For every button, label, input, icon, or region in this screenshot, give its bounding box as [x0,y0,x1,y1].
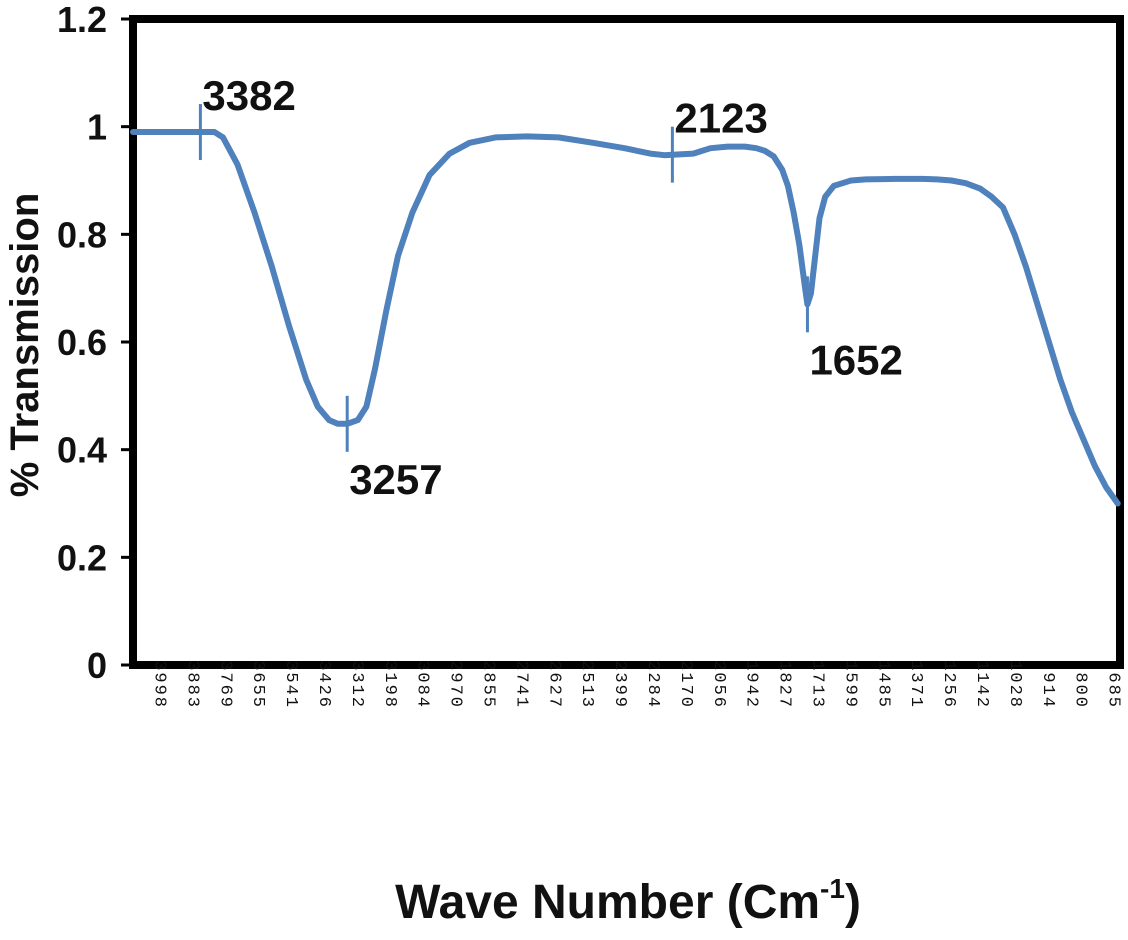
x-tick-label: 1371 [906,660,925,709]
y-axis-label: % Transmission [3,193,47,498]
spectrum-series [130,129,1121,507]
x-axis-label-main: Wave Number (Cm [395,876,820,929]
y-tick-label: 0.2 [57,537,107,578]
x-tick-label: 3541 [281,660,300,709]
x-tick-label: 2056 [709,660,728,709]
x-axis-label: Wave Number (Cm-1) [395,873,861,929]
x-tick-label: 3084 [413,660,432,709]
x-tick-label: 1028 [1005,660,1024,709]
x-axis-ticks: 3998 3883 3769 3655 3541 3426 3312 3198 3084 2970… [149,660,1122,709]
peak-label: 2123 [674,95,767,142]
y-tick-label: 0.6 [57,322,107,363]
x-tick-label: 2970 [446,660,465,709]
x-tick-label: 1713 [807,660,826,709]
x-tick-label: 800 [1071,672,1090,709]
x-axis-label-close: ) [845,876,861,929]
x-tick-label: 2284 [643,660,662,709]
x-tick-label: 2627 [544,660,563,709]
peak-label: 1652 [809,336,902,383]
x-tick-label: 1485 [873,660,892,709]
x-tick-label: 2170 [676,660,695,709]
x-tick-label: 3426 [314,660,333,709]
x-axis-label-superscript: -1 [820,873,845,904]
x-tick-label: 3198 [380,660,399,709]
y-tick-label: 1.2 [57,0,107,40]
x-tick-label: 3769 [215,660,234,709]
peak-label: 3257 [349,456,442,503]
x-tick-label: 2513 [577,660,596,709]
x-tick-label: 1599 [840,660,859,709]
x-tick-label: 1256 [939,660,958,709]
x-tick-label: 1827 [775,660,794,709]
y-tick-label: 1 [87,107,107,148]
y-tick-label: 0.8 [57,214,107,255]
x-tick-label: 914 [1038,672,1057,709]
peak-label: 3382 [202,72,295,119]
y-tick-label: 0.4 [57,430,107,471]
x-tick-label: 3883 [182,660,201,709]
peak-annotations: 3382 3257 2123 1652 [198,72,903,503]
x-tick-label: 3312 [347,660,366,709]
spectrum-line [130,129,1121,507]
x-tick-label: 3998 [149,660,168,709]
x-tick-label: 2399 [610,660,629,709]
y-axis-ticks: 0 0.2 0.4 0.6 0.8 1 1.2 [57,0,133,686]
x-tick-label: 685 [1104,672,1123,709]
y-axis-title: % Transmission [3,193,47,498]
x-tick-label: 1142 [972,660,991,709]
x-tick-label: 2741 [511,660,530,709]
x-tick-label: 1942 [742,660,761,709]
x-tick-label: 3655 [248,660,267,709]
x-tick-label: 2855 [478,660,497,709]
y-tick-label: 0 [87,645,107,686]
